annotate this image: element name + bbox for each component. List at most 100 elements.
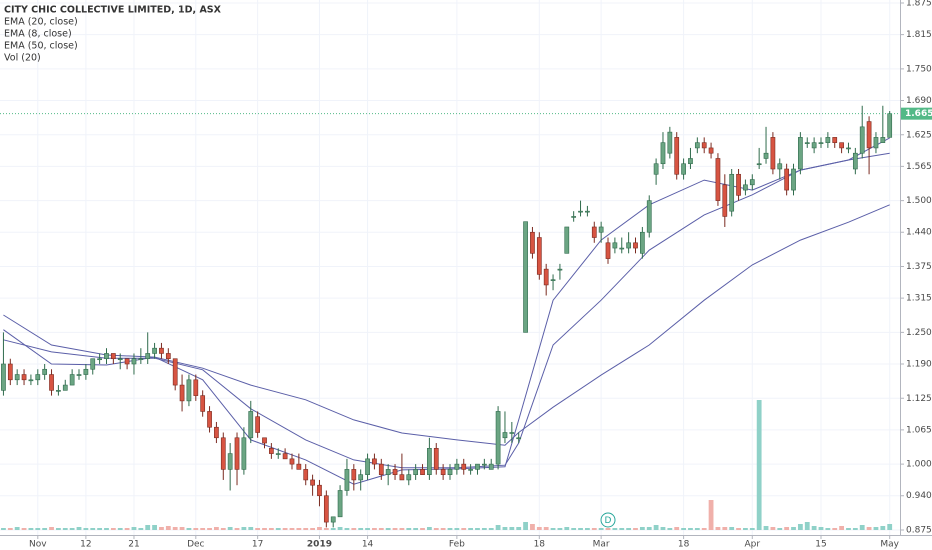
- volume-bar: [694, 528, 700, 530]
- volume-bar: [124, 528, 130, 530]
- candle-body: [660, 142, 666, 165]
- candle-body: [619, 247, 625, 250]
- volume-bar: [76, 527, 82, 530]
- volume-bar: [21, 528, 27, 530]
- candle-body: [495, 411, 501, 465]
- candle-body: [543, 268, 549, 286]
- candle-body: [880, 137, 886, 143]
- candle-body: [344, 469, 350, 491]
- candle-body: [21, 374, 27, 381]
- candle-body: [571, 216, 577, 218]
- y-tick-label: 1.500: [906, 196, 932, 206]
- candle-body: [227, 453, 233, 470]
- candle-body: [255, 416, 260, 433]
- y-tick-label: 1.125: [906, 394, 932, 404]
- candle-body: [653, 163, 659, 175]
- candle-body: [372, 458, 377, 465]
- volume-bar: [681, 528, 686, 530]
- legend-entry: EMA (20, close): [4, 17, 78, 28]
- y-tick-label: 1.750: [906, 64, 932, 74]
- volume-bar: [35, 528, 41, 530]
- x-tick-label: 21: [128, 540, 139, 550]
- volume-bar: [378, 528, 384, 530]
- candle-body: [214, 426, 219, 439]
- candle-body: [248, 411, 254, 439]
- volume-bar: [701, 528, 707, 530]
- y-tick-label: 1.625: [906, 130, 932, 140]
- candle-body: [846, 147, 851, 150]
- candle-body: [612, 242, 618, 249]
- volume-bar: [852, 528, 858, 530]
- candle-body: [523, 221, 528, 333]
- volume-bar: [749, 528, 755, 530]
- volume-bar: [481, 528, 487, 530]
- volume-bar: [234, 528, 240, 530]
- y-tick-label: 1.375: [906, 262, 932, 272]
- x-tick-label: 14: [362, 540, 374, 550]
- volume-bar: [310, 528, 315, 530]
- volume-bar: [846, 528, 851, 530]
- last-price-box: [901, 107, 932, 120]
- volume-bar: [530, 524, 535, 530]
- volume-bar: [447, 528, 453, 530]
- candle-body: [832, 137, 838, 143]
- legend: CITY CHIC COLLECTIVE LIMITED, 1D, ASX EM…: [4, 5, 222, 64]
- legend-entry: EMA (50, close): [4, 41, 78, 52]
- y-tick-label: 1.315: [906, 294, 932, 304]
- candle-body: [49, 374, 54, 391]
- candle-body: [468, 469, 473, 471]
- candle-body: [145, 353, 151, 360]
- volume-bar: [7, 528, 13, 530]
- x-tick-label: 18: [678, 540, 690, 550]
- candle-body: [124, 358, 130, 365]
- volume-bar: [564, 527, 570, 530]
- volume-bar: [337, 527, 343, 530]
- y-tick-label: 1.000: [906, 460, 932, 470]
- volume-bar: [880, 526, 886, 530]
- candle-body: [323, 495, 329, 523]
- volume-bar: [873, 527, 879, 530]
- volume-bar: [138, 528, 144, 530]
- volume-bar: [344, 528, 350, 530]
- volume-bar: [323, 528, 329, 530]
- candle-body: [262, 437, 267, 444]
- volume-bar: [743, 528, 748, 530]
- x-tick-label: Apr: [745, 540, 761, 550]
- volume-bar: [433, 528, 439, 530]
- candle-body: [7, 363, 13, 381]
- chart-title: CITY CHIC COLLECTIVE LIMITED, 1D, ASX: [4, 5, 222, 16]
- candle-body: [798, 137, 803, 170]
- volume-bar: [777, 528, 783, 530]
- candle-body: [852, 152, 858, 170]
- volume-bar: [406, 528, 412, 530]
- candle-body: [399, 474, 405, 481]
- volume-bar: [832, 528, 838, 530]
- candle-body: [200, 395, 206, 412]
- x-tick-label: Nov: [29, 540, 47, 550]
- volume-bar: [275, 528, 281, 530]
- volume-bar: [420, 528, 425, 530]
- candle-body: [296, 463, 302, 470]
- volume-bar: [207, 528, 212, 530]
- candle-body: [241, 437, 247, 470]
- volume-bar: [262, 528, 267, 530]
- volume-bar: [791, 527, 796, 530]
- candle-body: [392, 469, 398, 475]
- volume-bar: [358, 528, 364, 530]
- volume-bar: [365, 528, 370, 530]
- volume-bar: [385, 528, 391, 530]
- volume-bar: [866, 527, 872, 530]
- candle-body: [358, 474, 364, 481]
- volume-bar: [282, 528, 288, 530]
- candle-body: [104, 353, 109, 360]
- candle-body: [646, 200, 652, 233]
- candle-body: [756, 163, 762, 166]
- candle-body: [433, 448, 439, 470]
- volume-bar: [468, 528, 474, 530]
- candle-body: [275, 453, 281, 455]
- volume-bar: [578, 528, 583, 530]
- volume-bar: [571, 528, 577, 530]
- candle-body: [413, 469, 419, 475]
- y-tick-label: 1.440: [906, 228, 932, 238]
- candle-body: [35, 374, 41, 381]
